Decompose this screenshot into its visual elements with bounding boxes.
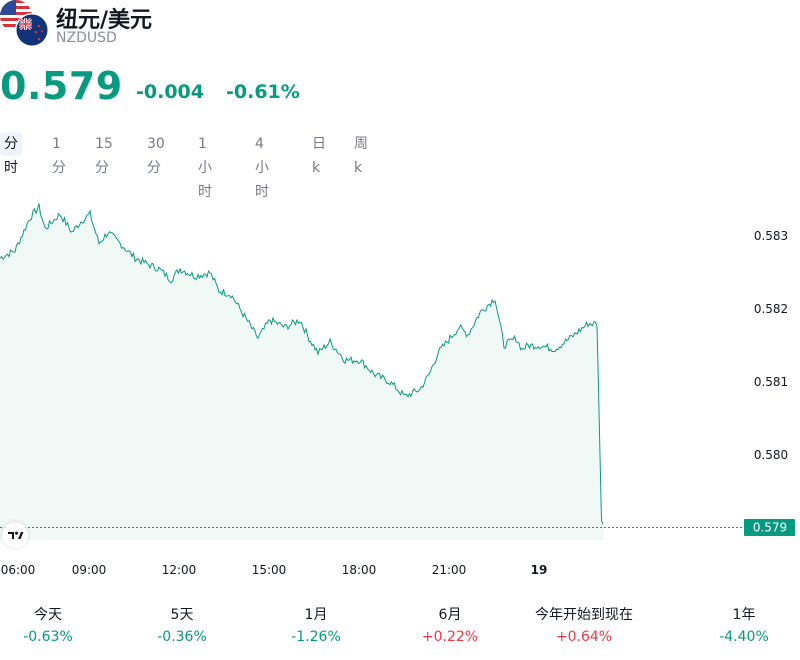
performance-strip: 今天 -0.63% 5天 -0.36% 1月 -1.26% 6月 +0.22% … bbox=[0, 604, 800, 660]
perf-value: +0.64% bbox=[555, 629, 613, 645]
tradingview-logo-icon bbox=[8, 531, 24, 539]
last-price: 0.579 bbox=[0, 64, 123, 108]
price-line bbox=[0, 203, 604, 525]
x-tick-label: 21:00 bbox=[432, 563, 467, 577]
current-price-label: 0.579 bbox=[753, 521, 787, 535]
price-area bbox=[0, 203, 603, 540]
pair-title: 纽元/美元 bbox=[56, 8, 153, 33]
price-chart[interactable]: 0.583 0.582 0.581 0.580 0.579 06:00 09:00 12:0… bbox=[0, 180, 800, 580]
x-tick-label: 06:00 bbox=[1, 563, 36, 577]
current-price-box bbox=[744, 519, 795, 536]
perf-value: -0.36% bbox=[157, 629, 207, 645]
x-tick-label: 09:00 bbox=[72, 563, 107, 577]
header: 纽元/美元 NZDUSD bbox=[0, 0, 800, 60]
perf-label: 6月 bbox=[438, 607, 462, 623]
quote-row: 0.579 -0.004 -0.61% bbox=[0, 64, 800, 110]
x-tick-label: 19 bbox=[531, 563, 548, 577]
tradingview-logo[interactable] bbox=[2, 522, 28, 548]
x-tick-label: 15:00 bbox=[252, 563, 287, 577]
price-change-percent: -0.61% bbox=[226, 81, 300, 103]
y-axis: 0.583 0.582 0.581 0.580 0.579 bbox=[754, 229, 788, 539]
currency-flags bbox=[0, 0, 49, 47]
x-axis: 06:00 09:00 12:00 15:00 18:00 21:00 19 bbox=[1, 563, 548, 577]
price-change: -0.004 bbox=[136, 81, 204, 103]
perf-1m[interactable]: 1月 -1.26% bbox=[266, 604, 366, 648]
perf-1y[interactable]: 1年 -4.40% bbox=[694, 604, 794, 648]
perf-ytd[interactable]: 今年开始到现在 +0.64% bbox=[519, 604, 649, 648]
perf-label: 5天 bbox=[170, 607, 194, 623]
x-tick-label: 18:00 bbox=[342, 563, 377, 577]
perf-label: 今年开始到现在 bbox=[535, 607, 633, 623]
tab-1min[interactable]: 1分 bbox=[52, 136, 66, 176]
tab-30min[interactable]: 30分 bbox=[147, 136, 165, 176]
area-layer bbox=[0, 203, 603, 540]
y-tick-label: 0.583 bbox=[754, 229, 788, 243]
perf-5d[interactable]: 5天 -0.36% bbox=[132, 604, 232, 648]
perf-label: 今天 bbox=[34, 607, 62, 623]
tab-weekly[interactable]: 周k bbox=[354, 136, 368, 176]
line-layer bbox=[0, 203, 604, 525]
y-tick-label: 0.582 bbox=[754, 302, 788, 316]
nz-flag-icon bbox=[15, 13, 49, 47]
tab-15min[interactable]: 15分 bbox=[95, 136, 113, 176]
perf-6m[interactable]: 6月 +0.22% bbox=[400, 604, 500, 648]
perf-value: +0.22% bbox=[421, 629, 479, 645]
y-tick-label: 0.581 bbox=[754, 375, 788, 389]
perf-value: -4.40% bbox=[719, 629, 769, 645]
tab-daily[interactable]: 日k bbox=[312, 136, 326, 176]
y-tick-label: 0.580 bbox=[754, 448, 788, 462]
perf-label: 1月 bbox=[304, 607, 328, 623]
perf-value: -0.63% bbox=[23, 629, 73, 645]
tab-intraday[interactable]: 分时 bbox=[0, 132, 22, 176]
pair-symbol: NZDUSD bbox=[56, 30, 117, 46]
perf-today[interactable]: 今天 -0.63% bbox=[0, 604, 98, 648]
x-tick-label: 12:00 bbox=[162, 563, 197, 577]
perf-value: -1.26% bbox=[291, 629, 341, 645]
tab-4hour[interactable]: 4小时 bbox=[255, 136, 269, 200]
perf-label: 1年 bbox=[732, 607, 756, 623]
tab-1hour[interactable]: 1小时 bbox=[198, 136, 212, 200]
